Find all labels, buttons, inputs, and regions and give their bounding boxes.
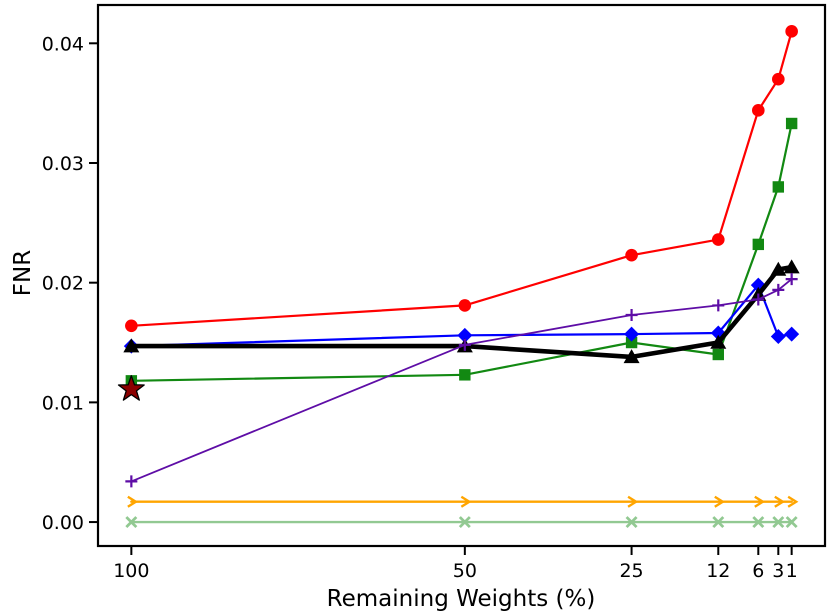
x-marker-icon [772,516,785,529]
circle-marker-icon [625,248,638,262]
caret-right-marker-icon [460,495,472,508]
circle-marker-icon [752,104,765,117]
circle-marker-icon [711,233,725,246]
caret-right-marker-icon [754,495,766,508]
plus-marker-icon [752,293,765,306]
caret-right-marker-icon [714,495,726,508]
series-pale-green-x [125,516,798,529]
square-marker-icon [459,369,471,381]
x-tick-label: 12 [706,560,730,582]
y-tick-label: 0.04 [42,33,84,55]
series-orange-caret [127,495,799,508]
circle-marker-icon [125,319,138,333]
triangle-up-marker-icon [123,338,140,353]
circle-marker-icon [458,299,472,312]
series-green-square [125,117,798,387]
y-tick-label: 0.02 [42,273,84,295]
x-marker-icon [752,516,765,529]
chart-render-root: 100 50 25 12 6 3 1 0.00 0.01 0.02 0.03 0.04 [42,3,827,582]
diamond-marker-icon [770,329,786,345]
diamond-marker-icon [784,326,800,342]
x-marker-icon [625,516,638,529]
x-tick-label: 50 [453,560,477,582]
x-marker-icon [125,516,138,529]
square-marker-icon [625,336,638,349]
triangle-up-marker-icon [783,259,800,274]
caret-right-marker-icon [774,495,786,508]
plot-border [96,3,827,548]
x-tick-label: 1 [786,560,798,582]
circle-marker-icon [785,25,798,38]
diamond-marker-icon [457,327,473,343]
y-tick-label: 0.00 [42,512,84,534]
x-tick-label: 6 [752,560,764,582]
x-marker-icon [785,516,798,529]
plus-marker-icon [712,299,725,312]
caret-right-marker-icon [627,495,639,508]
triangle-up-marker-icon [623,349,640,364]
diamond-marker-icon [624,326,640,342]
plus-marker-icon [458,338,471,351]
annotation-dark-red-star [117,375,145,401]
y-tick-label: 0.03 [42,153,84,175]
square-marker-icon [785,117,798,130]
series-blue-diamond [123,277,800,354]
square-marker-icon [712,348,724,361]
x-tick-label: 25 [619,560,643,582]
plus-marker-icon [772,283,785,296]
y-tick-label: 0.01 [42,392,84,414]
star-marker-icon [117,375,145,401]
x-axis: 100 50 25 12 6 3 1 [113,546,798,582]
series-purple-plus [125,273,798,488]
series-black-triangle [123,259,800,364]
x-axis-label: Remaining Weights (%) [327,586,596,612]
caret-right-marker-icon [127,495,139,508]
circle-marker-icon [772,72,785,86]
series-red-circle [125,25,798,333]
x-marker-icon [458,516,471,529]
y-axis-label: FNR [10,250,36,296]
x-marker-icon [712,516,725,529]
triangle-up-marker-icon [710,334,727,349]
plus-marker-icon [125,475,138,488]
square-marker-icon [772,181,785,193]
plus-marker-icon [625,308,638,321]
caret-right-marker-icon [787,495,799,508]
x-tick-label: 100 [113,560,149,582]
series-red-circle-line [130,30,793,327]
y-axis: 0.00 0.01 0.02 0.03 0.04 [42,33,98,534]
triangle-up-marker-icon [770,261,787,276]
plus-marker-icon [785,273,798,286]
square-marker-icon [752,238,765,251]
x-tick-label: 3 [772,560,784,582]
